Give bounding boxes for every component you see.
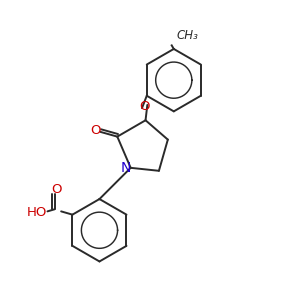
Text: CH₃: CH₃ (176, 29, 198, 42)
Text: O: O (140, 100, 150, 113)
Text: O: O (91, 124, 101, 137)
Text: HO: HO (27, 206, 47, 219)
Text: N: N (120, 161, 130, 176)
Text: O: O (51, 183, 61, 196)
